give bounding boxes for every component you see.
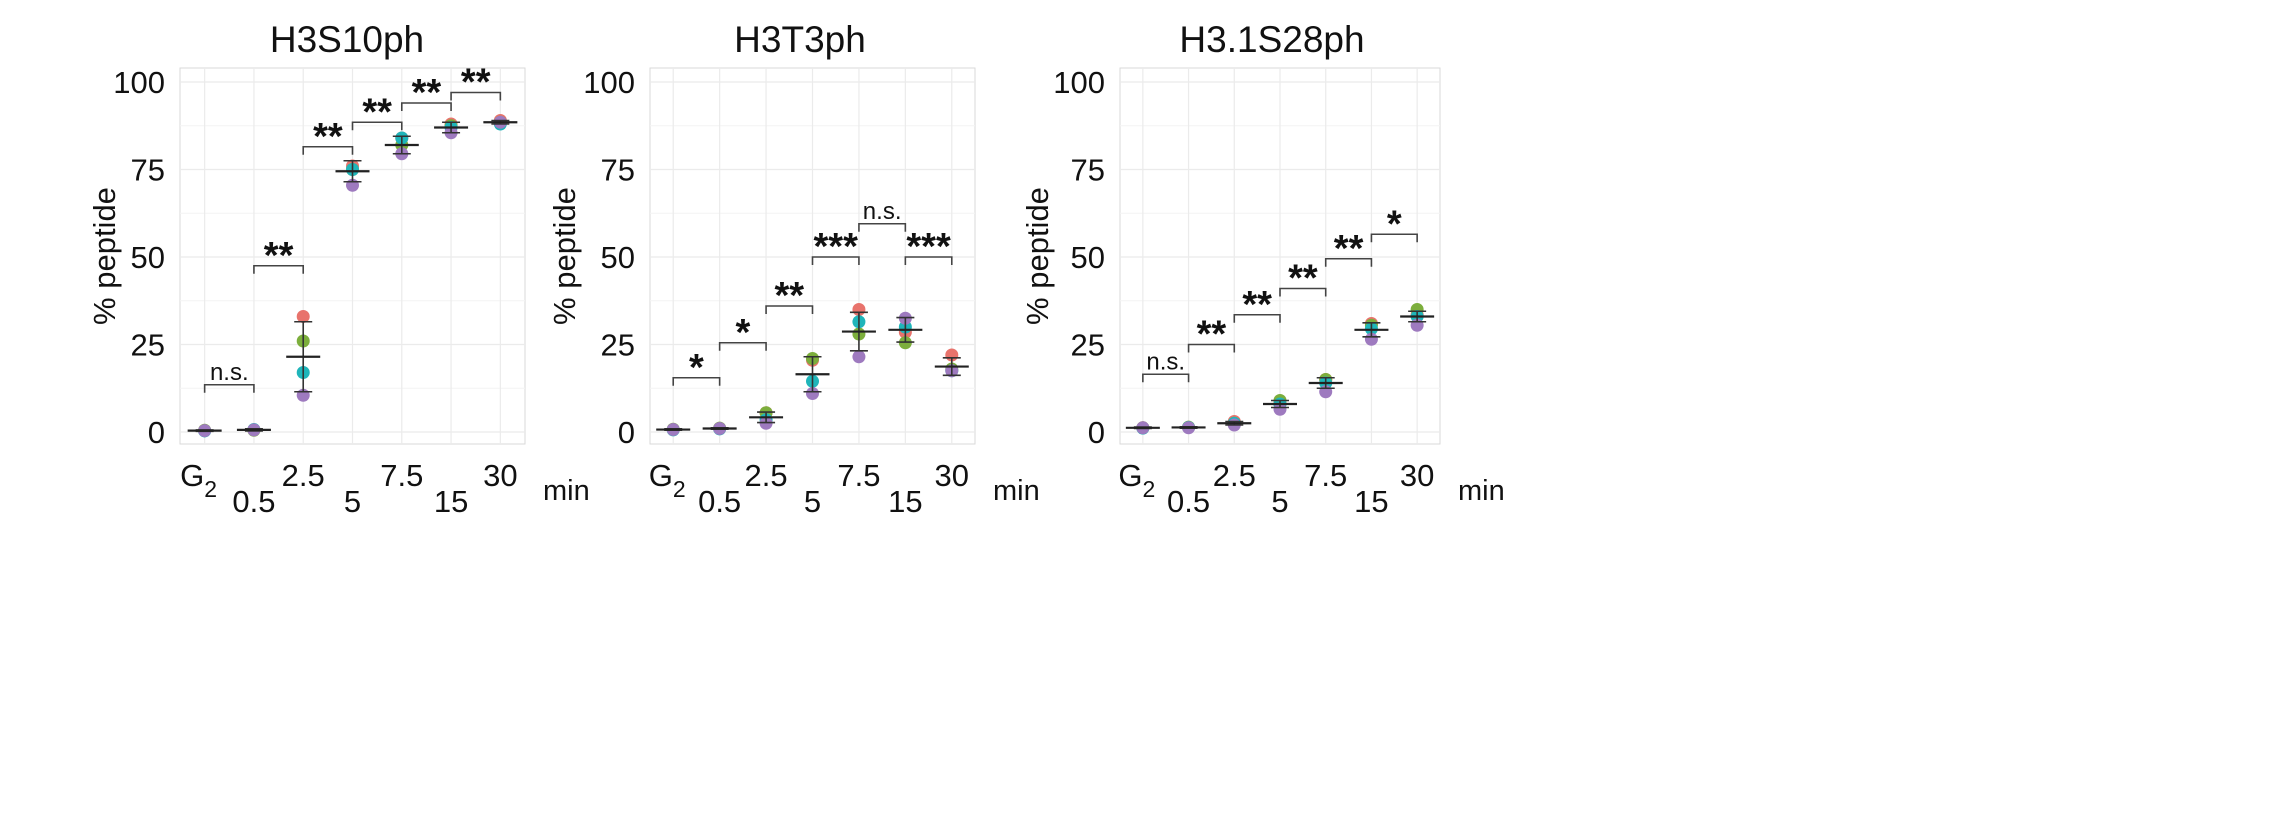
significance-label: * xyxy=(689,347,704,389)
y-tick-label: 25 xyxy=(1071,328,1105,363)
data-point xyxy=(1273,402,1287,416)
x-tick-label: G2 xyxy=(1118,458,1155,502)
significance-bracket xyxy=(858,222,907,232)
x-unit-label: min xyxy=(1458,475,1505,507)
y-tick-label: 75 xyxy=(601,153,635,188)
x-tick-label: 30 xyxy=(483,458,517,493)
significance-label: ** xyxy=(412,72,442,114)
significance-bracket xyxy=(1324,257,1373,267)
y-tick-label: 0 xyxy=(1088,415,1105,450)
significance-label: ** xyxy=(461,62,491,104)
x-tick-label: 15 xyxy=(1354,484,1388,519)
significance-bracket xyxy=(1279,287,1327,297)
significance-bracket xyxy=(811,256,860,265)
significance-bracket xyxy=(302,145,354,155)
x-tick-label: 5 xyxy=(804,484,821,519)
chart-panel-2: 0 25 50 75 100 H3T3ph % peptide G2 0.52.5 5 7.515 3… xyxy=(547,19,1040,519)
significance-bracket xyxy=(1142,373,1190,383)
x-tick-label: 15 xyxy=(434,484,468,519)
y-axis-label: % peptide xyxy=(87,187,122,325)
significance-label: ** xyxy=(774,275,804,317)
y-tick-label: 50 xyxy=(1071,240,1105,275)
x-tick-label: 7.5 xyxy=(1304,458,1347,493)
chart-title: H3T3ph xyxy=(734,19,866,60)
x-tick-label: G2 xyxy=(649,458,686,502)
chart-title: H3.1S28ph xyxy=(1179,19,1364,60)
significance-bracket xyxy=(450,91,502,101)
y-tick-label: 100 xyxy=(113,65,165,100)
significance-label: ** xyxy=(264,235,294,277)
chart-title: H3S10ph xyxy=(270,19,424,60)
y-axis-label: % peptide xyxy=(547,187,582,325)
x-tick-label: 7.5 xyxy=(380,458,423,493)
y-tick-label: 50 xyxy=(601,240,635,275)
significance-bracket xyxy=(351,121,403,131)
y-tick-label: 75 xyxy=(1071,153,1105,188)
x-tick-label: 30 xyxy=(1400,458,1434,493)
y-axis-label: % peptide xyxy=(1020,187,1055,325)
data-point xyxy=(296,310,310,323)
x-tick-label: 0.5 xyxy=(232,484,275,519)
x-tick-label: 2.5 xyxy=(745,458,788,493)
significance-bracket xyxy=(203,383,255,393)
x-unit-label: min xyxy=(993,475,1040,507)
y-tick-label: 100 xyxy=(1053,65,1105,100)
significance-label: ** xyxy=(1242,284,1272,326)
significance-label: *** xyxy=(814,226,859,268)
significance-bracket xyxy=(672,376,721,386)
x-tick-label: 15 xyxy=(888,484,922,519)
significance-label: n.s. xyxy=(210,359,249,386)
significance-bracket xyxy=(1187,343,1236,353)
data-point xyxy=(852,350,866,364)
x-tick-label: 0.5 xyxy=(698,484,741,519)
significance-label: * xyxy=(1387,203,1402,245)
significance-bracket xyxy=(400,102,452,111)
significance-bracket xyxy=(1233,313,1281,323)
y-tick-label: 25 xyxy=(601,328,635,363)
data-point xyxy=(806,387,819,400)
significance-bracket xyxy=(1370,233,1418,243)
significance-label: ** xyxy=(1197,314,1227,356)
significance-bracket xyxy=(904,256,953,265)
chart-panel-1: 0 25 50 75 100 H3S10ph % peptide G2 0.52.5 5 7.5 15… xyxy=(87,19,590,519)
x-tick-label: 30 xyxy=(935,458,969,493)
significance-label: *** xyxy=(906,226,951,268)
significance-label: ** xyxy=(362,91,392,133)
y-tick-label: 0 xyxy=(148,415,165,450)
x-tick-label: 2.5 xyxy=(1213,458,1256,493)
y-tick-label: 75 xyxy=(131,153,165,188)
significance-bracket xyxy=(253,264,305,274)
significance-label: n.s. xyxy=(1146,348,1185,375)
significance-bracket xyxy=(718,341,767,351)
significance-label: n.s. xyxy=(863,198,902,225)
x-tick-label: G2 xyxy=(180,458,217,502)
chart-panel-3: 0 25 50 75 100 H3.1S28ph % peptide G2 0.52.5 5 7.5… xyxy=(1020,19,1505,519)
x-unit-label: min xyxy=(543,475,590,507)
y-tick-label: 0 xyxy=(618,415,635,450)
significance-label: ** xyxy=(313,116,343,158)
significance-label: * xyxy=(735,312,750,354)
significance-label: ** xyxy=(1288,258,1318,300)
significance-bracket xyxy=(765,305,814,314)
y-tick-label: 25 xyxy=(131,328,165,363)
y-tick-label: 100 xyxy=(583,65,635,100)
y-tick-label: 50 xyxy=(131,240,165,275)
x-tick-label: 7.5 xyxy=(837,458,880,493)
x-tick-label: 5 xyxy=(1271,484,1288,519)
significance-label: ** xyxy=(1334,228,1364,270)
x-tick-label: 0.5 xyxy=(1167,484,1210,519)
x-tick-label: 2.5 xyxy=(282,458,325,493)
x-tick-label: 5 xyxy=(344,484,361,519)
